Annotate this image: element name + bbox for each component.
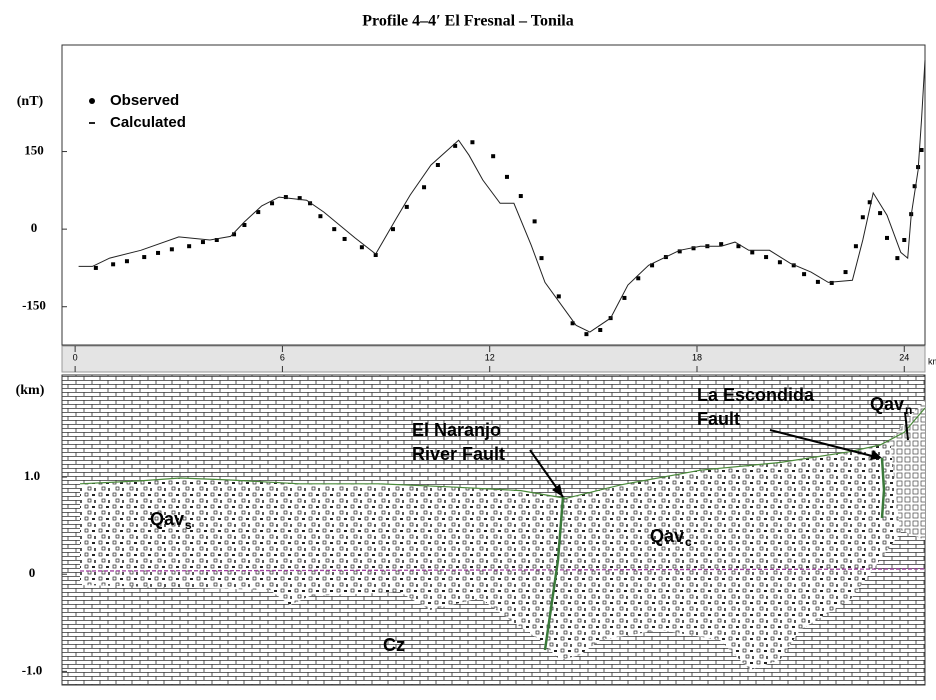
y-label: (nT)	[17, 94, 44, 109]
legend-label: Observed	[110, 92, 179, 109]
observed-point	[920, 148, 924, 152]
legend-symbol	[89, 98, 95, 104]
unit-subscript: s	[185, 518, 192, 532]
observed-point	[142, 255, 146, 259]
x-tick-label: 12	[485, 352, 495, 362]
observed-point	[854, 244, 858, 248]
observed-point	[816, 280, 820, 284]
observed-point	[111, 262, 115, 266]
observed-point	[318, 214, 322, 218]
x-tick-label: 0	[73, 352, 78, 362]
observed-point	[343, 237, 347, 241]
fault-label: Fault	[697, 409, 740, 429]
observed-point	[332, 227, 336, 231]
fault-label: La Escondida	[697, 385, 815, 405]
unit-subscript: c	[685, 535, 692, 549]
y-tick-label: 1.0	[24, 468, 40, 483]
observed-point	[622, 296, 626, 300]
observed-point	[778, 260, 782, 264]
observed-point	[187, 244, 191, 248]
observed-point	[902, 238, 906, 242]
observed-point	[598, 328, 602, 332]
y-tick-label: 0	[29, 565, 36, 580]
observed-point	[540, 256, 544, 260]
observed-point	[878, 211, 882, 215]
unit-label: Qav	[650, 526, 684, 546]
observed-point	[584, 332, 588, 336]
x-tick-label: 6	[280, 352, 285, 362]
observed-point	[861, 215, 865, 219]
y-label: (km)	[16, 383, 45, 398]
observed-point	[391, 227, 395, 231]
observed-point	[750, 250, 754, 254]
observed-point	[895, 256, 899, 260]
observed-point	[360, 245, 364, 249]
unit-subscript: n	[905, 403, 912, 417]
observed-point	[557, 294, 561, 298]
observed-point	[491, 154, 495, 158]
fault-label: El Naranjo	[412, 420, 501, 440]
observed-point	[170, 247, 174, 251]
observed-point	[764, 255, 768, 259]
unit-label: Qav	[870, 394, 904, 414]
x-unit: km	[928, 356, 936, 366]
observed-point	[201, 240, 205, 244]
observed-point	[519, 194, 523, 198]
x-tick-label: 18	[692, 352, 702, 362]
legend-label: Calculated	[110, 114, 186, 131]
fault-label: River Fault	[412, 444, 505, 464]
unit-label: Cz	[383, 635, 405, 655]
observed-point	[844, 270, 848, 274]
observed-point	[125, 259, 129, 263]
chart-title: Profile 4–4′ El Fresnal – Tonila	[362, 13, 573, 30]
x-tick-label: 24	[899, 352, 909, 362]
observed-point	[94, 266, 98, 270]
observed-point	[470, 140, 474, 144]
observed-point	[436, 163, 440, 167]
observed-point	[885, 236, 889, 240]
y-tick-label: 150	[24, 143, 44, 158]
figure: Profile 4–4′ El Fresnal – Tonila (nT) (k…	[0, 0, 936, 695]
unit-label: Qav	[150, 509, 184, 529]
observed-point	[533, 219, 537, 223]
y-tick-label: 0	[31, 220, 38, 235]
observed-point	[802, 272, 806, 276]
y-tick-label: -1.0	[22, 662, 43, 677]
observed-point	[422, 185, 426, 189]
observed-point	[405, 205, 409, 209]
observed-point	[156, 251, 160, 255]
observed-point	[505, 175, 509, 179]
y-tick-label: -150	[22, 298, 46, 313]
